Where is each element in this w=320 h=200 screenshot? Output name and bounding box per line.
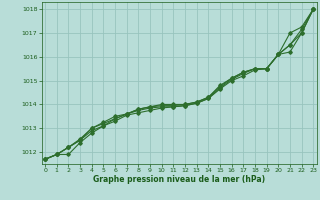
X-axis label: Graphe pression niveau de la mer (hPa): Graphe pression niveau de la mer (hPa) [93, 175, 265, 184]
